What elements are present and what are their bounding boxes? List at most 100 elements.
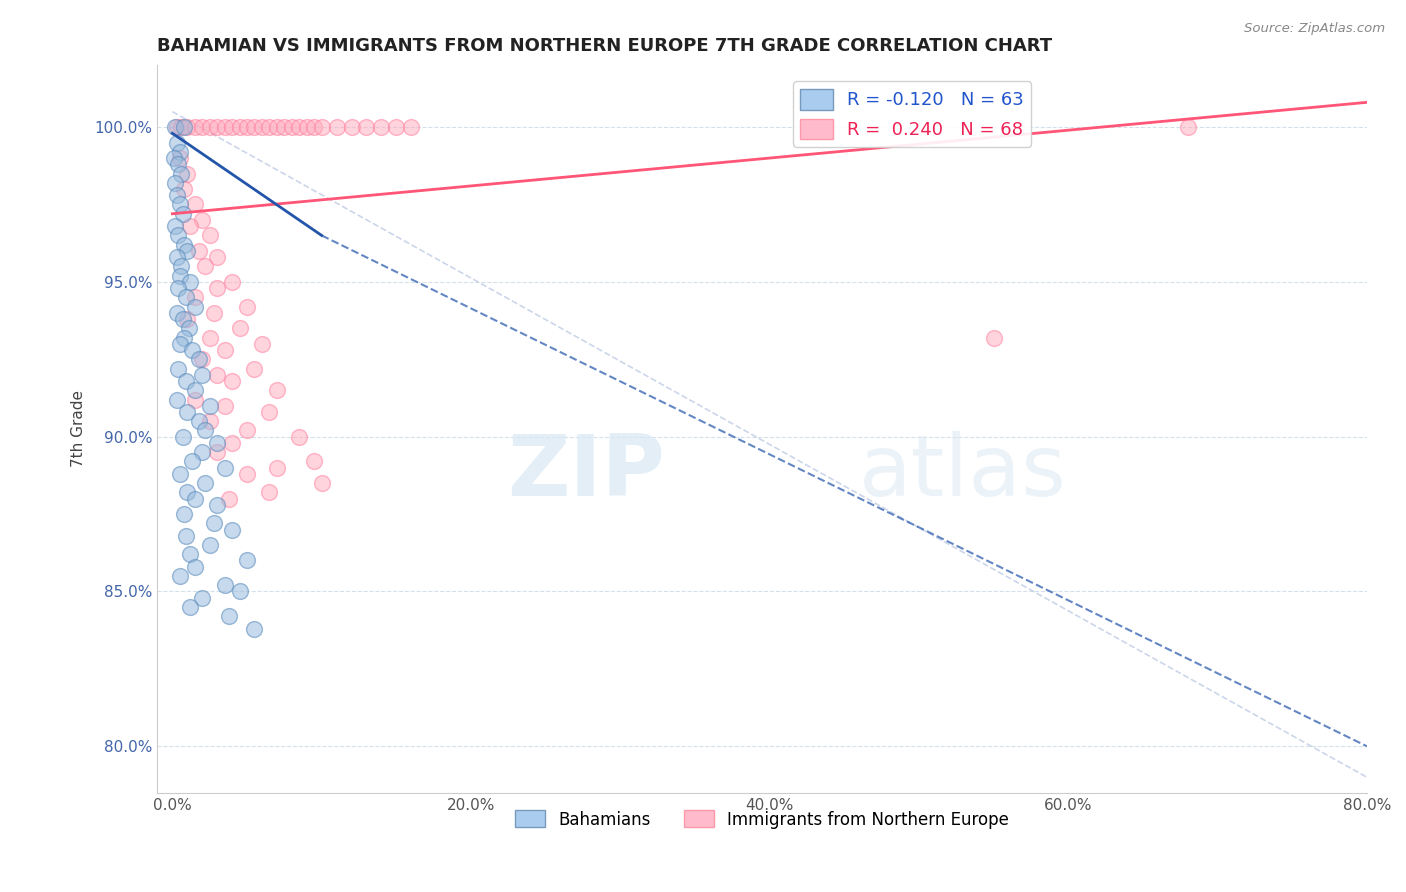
Point [205, 250, 228, 264]
Point [191, 591, 214, 605]
Point [184, 120, 207, 134]
Y-axis label: 7th Grade: 7th Grade [72, 391, 86, 467]
Point [218, 491, 240, 506]
Point [221, 374, 243, 388]
Text: BAHAMIAN VS IMMIGRANTS FROM NORTHERN EUROPE 7TH GRADE CORRELATION CHART: BAHAMIAN VS IMMIGRANTS FROM NORTHERN EUR… [157, 37, 1053, 55]
Point [184, 392, 207, 407]
Point [166, 120, 188, 134]
Point [188, 244, 211, 258]
Point [184, 300, 207, 314]
Point [302, 120, 325, 134]
Point [166, 136, 188, 150]
Point [250, 336, 273, 351]
Point [325, 120, 347, 134]
Point [385, 120, 408, 134]
Point [165, 176, 187, 190]
Text: ZIP: ZIP [508, 431, 665, 514]
Point [166, 392, 188, 407]
Point [1177, 120, 1199, 134]
Point [198, 414, 221, 428]
Point [198, 330, 221, 344]
Point [194, 476, 217, 491]
Point [250, 120, 273, 134]
Point [259, 120, 281, 134]
Point [218, 609, 240, 624]
Point [236, 300, 259, 314]
Point [191, 352, 214, 367]
Point [228, 584, 250, 599]
Point [191, 368, 214, 382]
Point [202, 306, 225, 320]
Point [170, 120, 193, 134]
Point [170, 260, 193, 274]
Point [173, 182, 195, 196]
Point [273, 120, 295, 134]
Point [169, 336, 191, 351]
Point [194, 260, 217, 274]
Point [176, 405, 198, 419]
Point [180, 454, 202, 468]
Text: atlas: atlas [859, 431, 1067, 514]
Point [169, 197, 191, 211]
Point [221, 523, 243, 537]
Point [191, 445, 214, 459]
Point [170, 167, 193, 181]
Point [180, 343, 202, 357]
Point [266, 460, 288, 475]
Point [214, 460, 236, 475]
Point [205, 498, 228, 512]
Point [198, 399, 221, 413]
Point [236, 467, 259, 481]
Point [214, 120, 236, 134]
Point [221, 120, 243, 134]
Point [228, 120, 250, 134]
Point [176, 120, 198, 134]
Legend: Bahamians, Immigrants from Northern Europe: Bahamians, Immigrants from Northern Euro… [509, 804, 1017, 835]
Point [166, 306, 188, 320]
Point [176, 167, 198, 181]
Point [184, 290, 207, 304]
Point [184, 491, 207, 506]
Point [281, 120, 304, 134]
Point [173, 237, 195, 252]
Text: Source: ZipAtlas.com: Source: ZipAtlas.com [1244, 22, 1385, 36]
Point [165, 120, 187, 134]
Point [169, 569, 191, 583]
Point [191, 120, 214, 134]
Point [399, 120, 422, 134]
Point [356, 120, 378, 134]
Point [205, 368, 228, 382]
Point [172, 312, 194, 326]
Point [266, 383, 288, 397]
Point [169, 151, 191, 165]
Point [302, 454, 325, 468]
Point [214, 399, 236, 413]
Point [176, 312, 198, 326]
Point [259, 485, 281, 500]
Point [243, 622, 266, 636]
Point [184, 197, 207, 211]
Point [167, 157, 190, 171]
Point [266, 120, 288, 134]
Point [221, 435, 243, 450]
Point [177, 321, 200, 335]
Point [166, 250, 188, 264]
Point [194, 424, 217, 438]
Point [198, 538, 221, 552]
Point [184, 559, 207, 574]
Point [167, 281, 190, 295]
Point [311, 476, 333, 491]
Point [167, 361, 190, 376]
Point [169, 467, 191, 481]
Point [172, 430, 194, 444]
Point [214, 343, 236, 357]
Point [205, 281, 228, 295]
Point [198, 120, 221, 134]
Point [174, 374, 197, 388]
Point [288, 120, 311, 134]
Point [243, 361, 266, 376]
Point [259, 405, 281, 419]
Point [173, 330, 195, 344]
Point [188, 352, 211, 367]
Point [340, 120, 363, 134]
